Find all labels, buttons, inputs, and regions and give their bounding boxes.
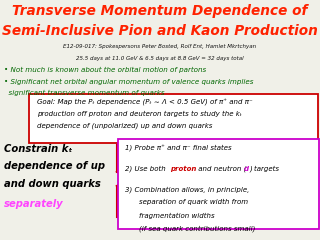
Text: proton: proton bbox=[170, 166, 196, 172]
Text: d: d bbox=[244, 166, 249, 172]
Text: 2) Use both: 2) Use both bbox=[125, 166, 168, 172]
Text: Goal: Map the Pₜ dependence (Pₜ ∼ Λ < 0.5 GeV) of π⁺ and π⁻: Goal: Map the Pₜ dependence (Pₜ ∼ Λ < 0.… bbox=[37, 99, 252, 106]
Text: • Significant net orbital angular momentum of valence quarks implies: • Significant net orbital angular moment… bbox=[4, 79, 253, 85]
FancyBboxPatch shape bbox=[118, 139, 319, 229]
Text: and neutron (: and neutron ( bbox=[196, 166, 246, 172]
Text: (if sea quark contributions small): (if sea quark contributions small) bbox=[139, 225, 256, 232]
Text: production off proton and deuteron targets to study the kₜ: production off proton and deuteron targe… bbox=[37, 111, 242, 117]
Text: separation of quark width from: separation of quark width from bbox=[139, 199, 248, 205]
Text: 1) Probe π⁺ and π⁻ final states: 1) Probe π⁺ and π⁻ final states bbox=[125, 145, 232, 152]
Text: dependence of (unpolarized) up and down quarks: dependence of (unpolarized) up and down … bbox=[37, 123, 212, 129]
Text: Semi-Inclusive Pion and Kaon Production: Semi-Inclusive Pion and Kaon Production bbox=[2, 24, 318, 38]
Text: significant transverse momentum of quarks: significant transverse momentum of quark… bbox=[4, 90, 164, 96]
Text: fragmentation widths: fragmentation widths bbox=[139, 212, 215, 218]
Text: E12-09-017: Spokespersons Peter Bosted, Rolf Ent, Hamlet Mkrtchyan: E12-09-017: Spokespersons Peter Bosted, … bbox=[63, 44, 257, 49]
Text: ) targets: ) targets bbox=[249, 166, 279, 172]
Text: 25.5 days at 11.0 GeV & 6.5 days at 8.8 GeV = 32 days total: 25.5 days at 11.0 GeV & 6.5 days at 8.8 … bbox=[76, 56, 244, 61]
Text: Transverse Momentum Dependence of: Transverse Momentum Dependence of bbox=[12, 4, 308, 18]
Text: dependence of up: dependence of up bbox=[4, 161, 105, 171]
Text: • Not much is known about the orbital motion of partons: • Not much is known about the orbital mo… bbox=[4, 67, 206, 73]
Text: 3) Combination allows, in principle,: 3) Combination allows, in principle, bbox=[125, 186, 250, 193]
Text: and down quarks: and down quarks bbox=[4, 179, 101, 189]
Text: Constrain kₜ: Constrain kₜ bbox=[4, 144, 72, 154]
Text: separately: separately bbox=[4, 199, 63, 209]
FancyBboxPatch shape bbox=[29, 94, 318, 143]
